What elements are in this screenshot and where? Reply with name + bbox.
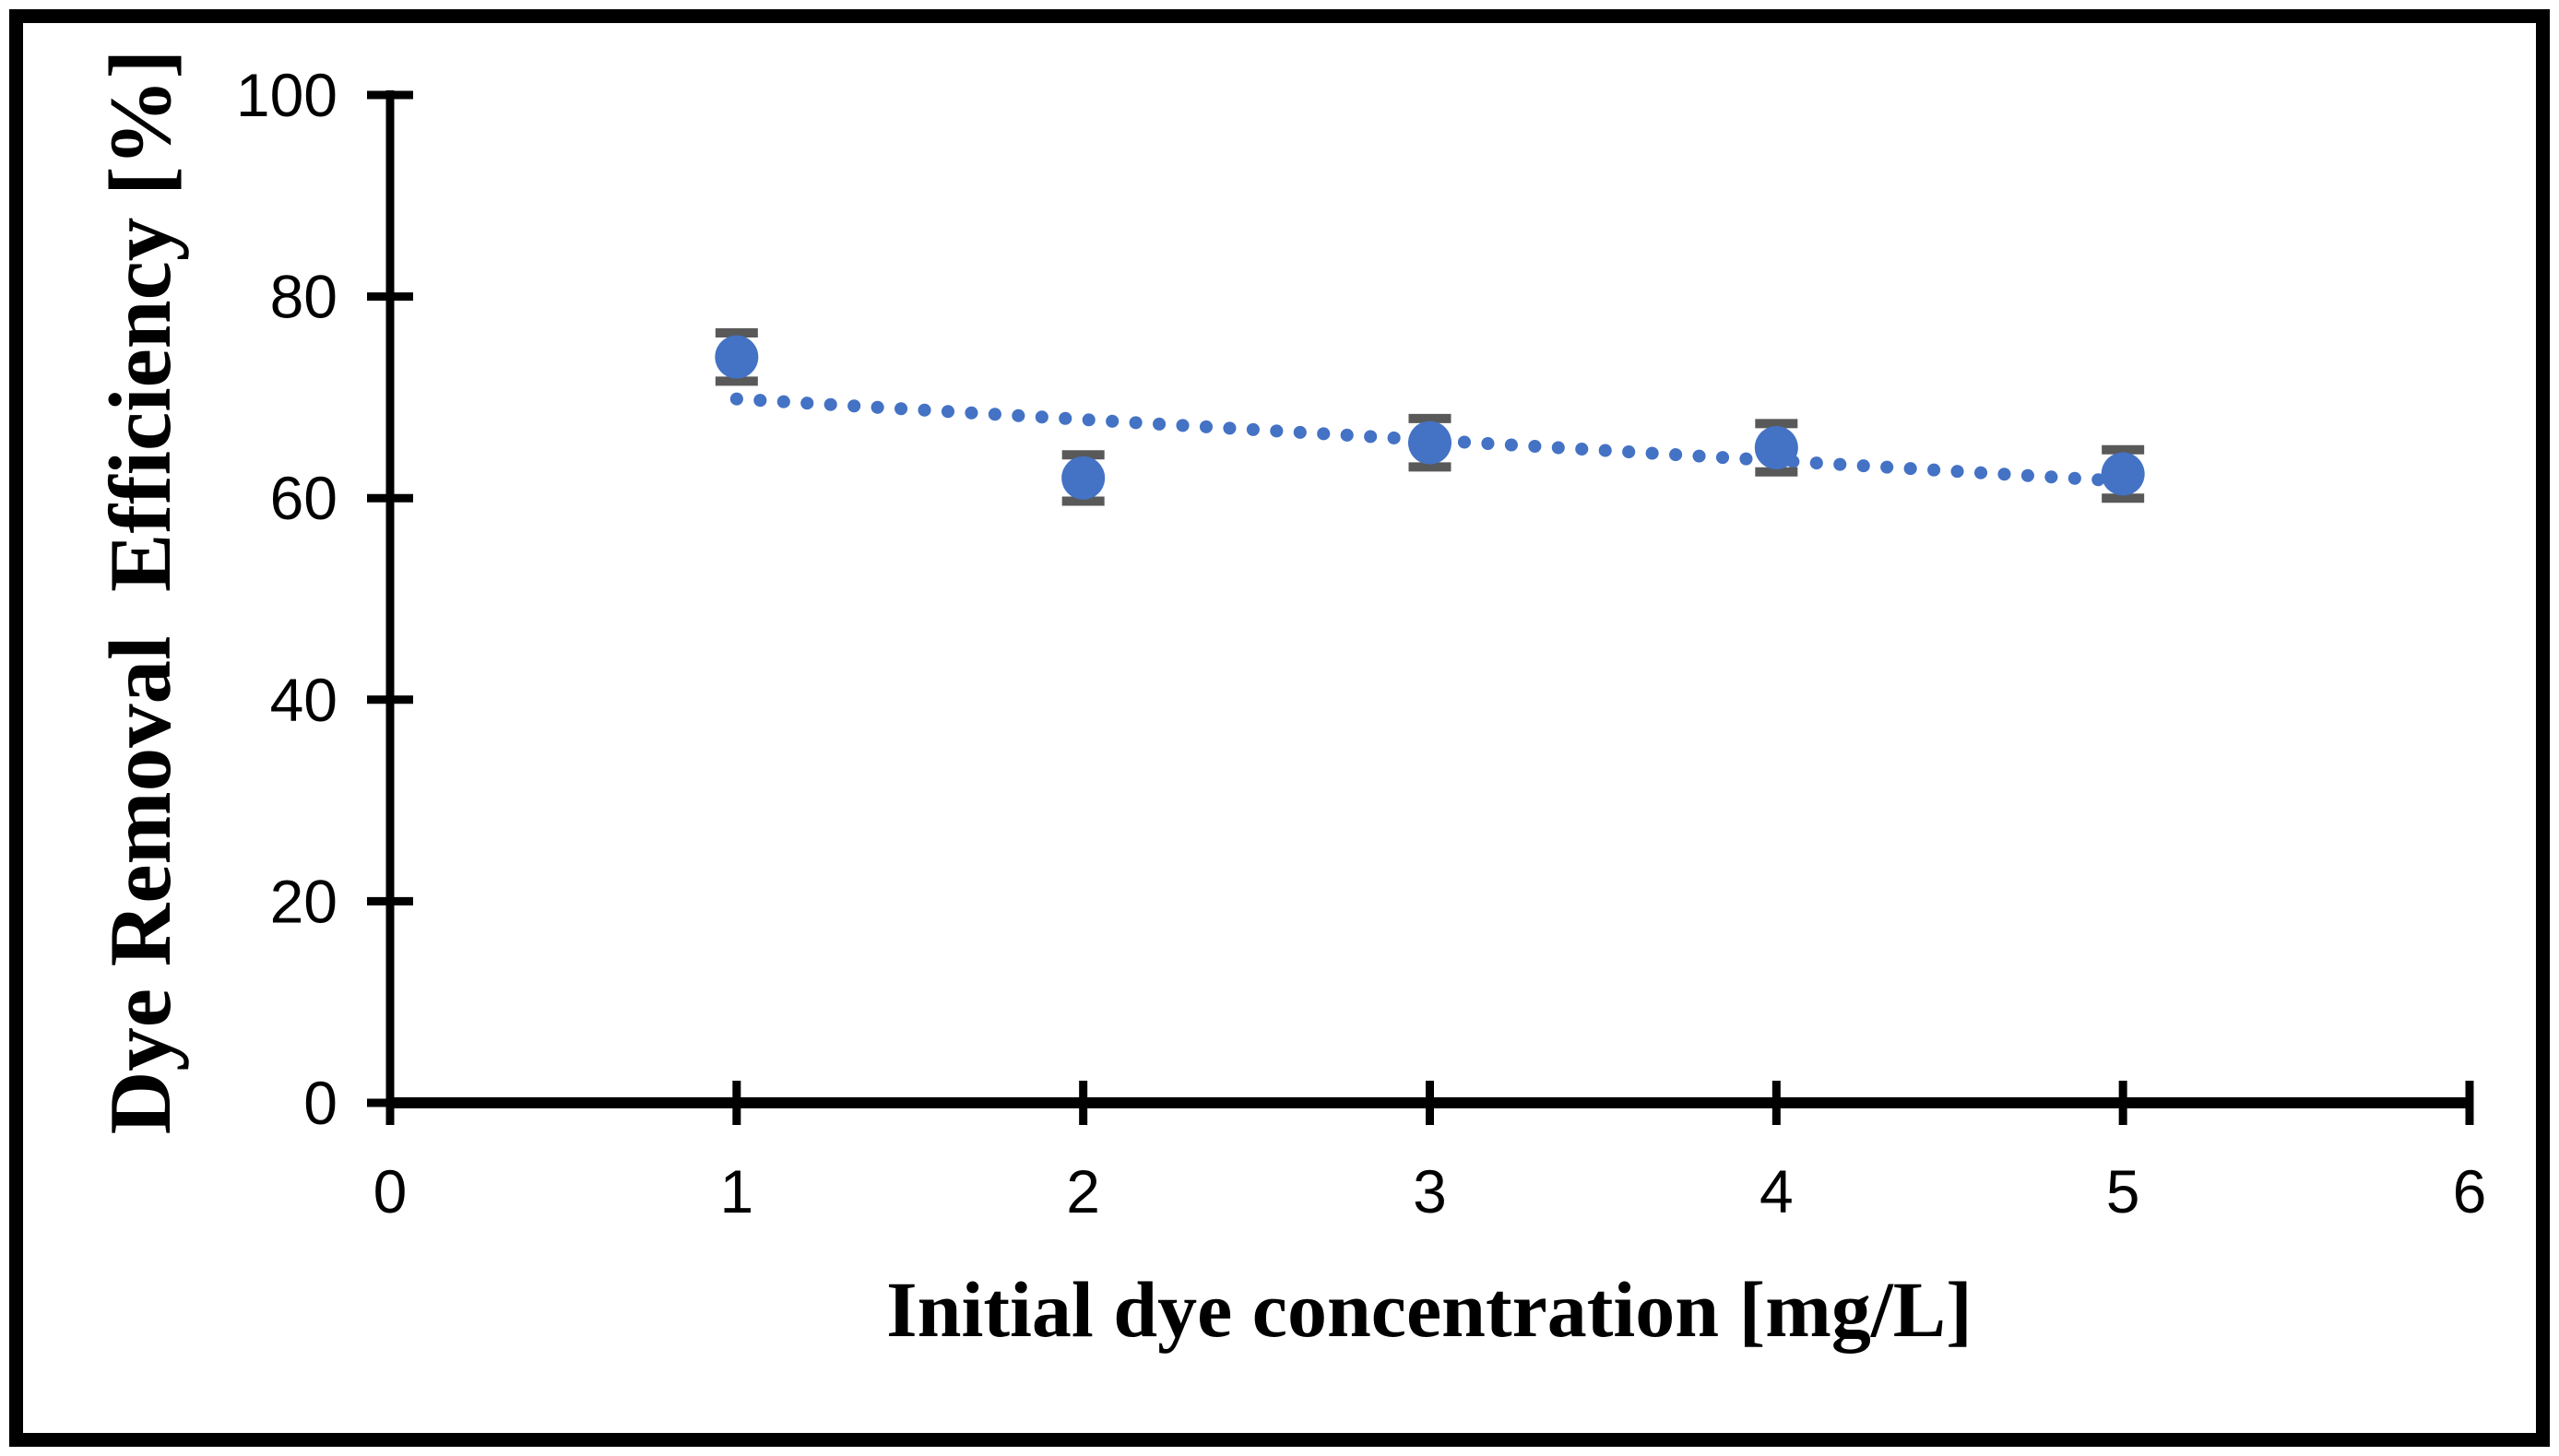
y-tick-label: 100	[236, 61, 338, 129]
error-bars-layer	[715, 327, 2145, 506]
data-point-marker	[1061, 456, 1106, 500]
x-axis-title: Initial dye concentration [mg/L]	[886, 1265, 1973, 1354]
y-tick-label: 0	[303, 1069, 338, 1137]
x-tick-label: 1	[719, 1157, 753, 1225]
x-tick-label: 4	[1759, 1157, 1794, 1225]
x-tick-label: 3	[1413, 1157, 1447, 1225]
y-axis-title: Dye Removal Efficiency [%]	[91, 50, 189, 1135]
trendline-layer	[729, 392, 2130, 488]
y-tick-label: 20	[270, 867, 338, 935]
x-tick-label: 2	[1066, 1157, 1100, 1225]
axes-layer: 0 20 40 60 80 100 0 1 2 3 4 5 6	[236, 61, 2486, 1225]
y-tick-label: 80	[270, 263, 338, 331]
x-tick-label: 5	[2106, 1157, 2140, 1225]
data-point-marker	[1754, 426, 1798, 470]
x-tick-label: 6	[2453, 1157, 2487, 1225]
data-point-marker	[1408, 420, 1451, 465]
data-points-layer	[715, 335, 2145, 500]
x-tick-label: 0	[373, 1157, 408, 1225]
y-tick-label: 60	[270, 464, 338, 532]
y-tick-label: 40	[270, 666, 338, 734]
trendline	[729, 392, 2130, 488]
data-point-marker	[2101, 452, 2145, 496]
data-point-marker	[715, 335, 759, 379]
